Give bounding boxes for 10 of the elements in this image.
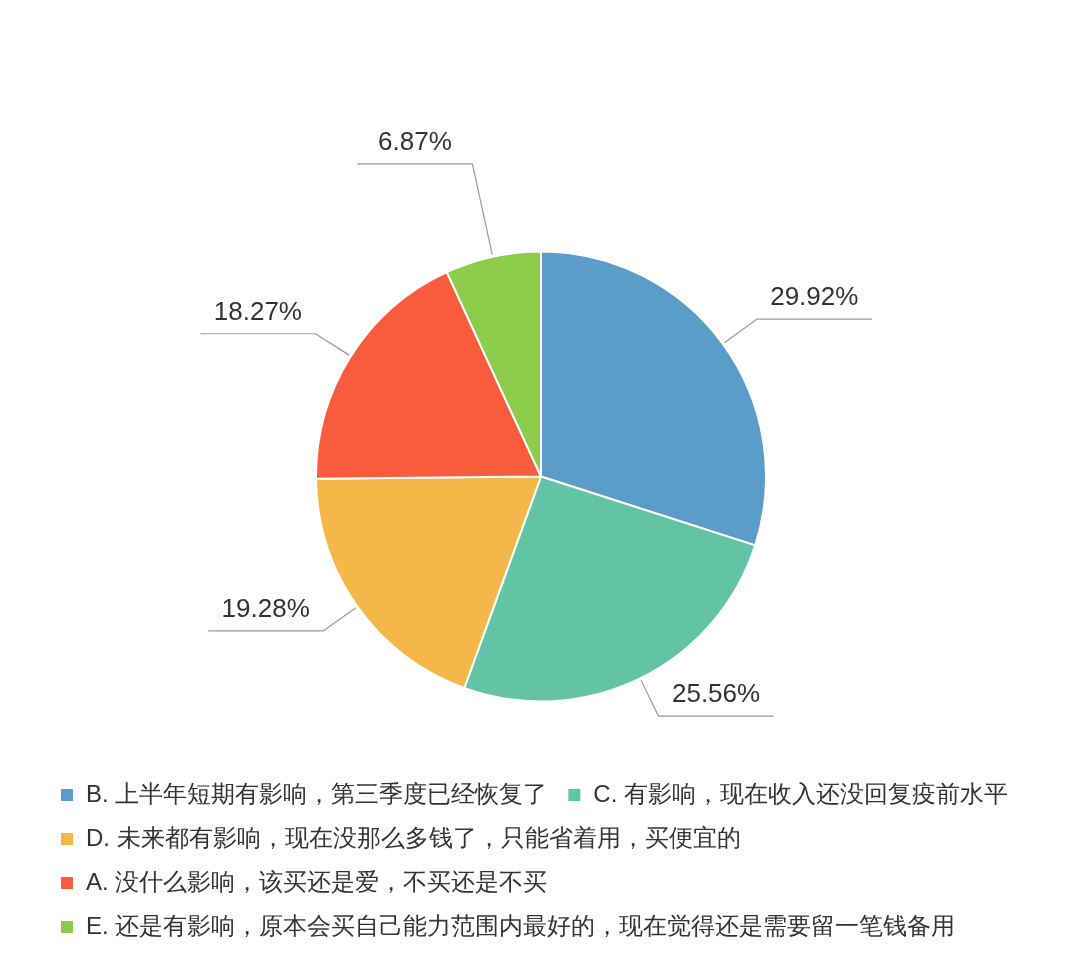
legend-label: B. 上半年短期有影响，第三季度已经恢复了 bbox=[86, 779, 548, 807]
data-label: 19.28% bbox=[221, 593, 310, 624]
legend-label: E. 还是有影响，原本会买自己能力范围内最好的，现在觉得还是需要留一笔钱备用 bbox=[86, 911, 956, 939]
data-label: 25.56% bbox=[671, 678, 761, 709]
legend-label: A. 没什么影响，该买还是爱，不买还是不买 bbox=[86, 867, 548, 895]
data-label: 29.92% bbox=[770, 281, 859, 312]
data-label: 6.87% bbox=[378, 126, 452, 157]
legend-label: C. 有影响，现在收入还没回复疫前水平 bbox=[593, 779, 1009, 807]
data-label: 18.27% bbox=[213, 295, 302, 326]
legend-label: D. 未来都有影响，现在没那么多钱了，只能省着用，买便宜的 bbox=[86, 823, 741, 851]
